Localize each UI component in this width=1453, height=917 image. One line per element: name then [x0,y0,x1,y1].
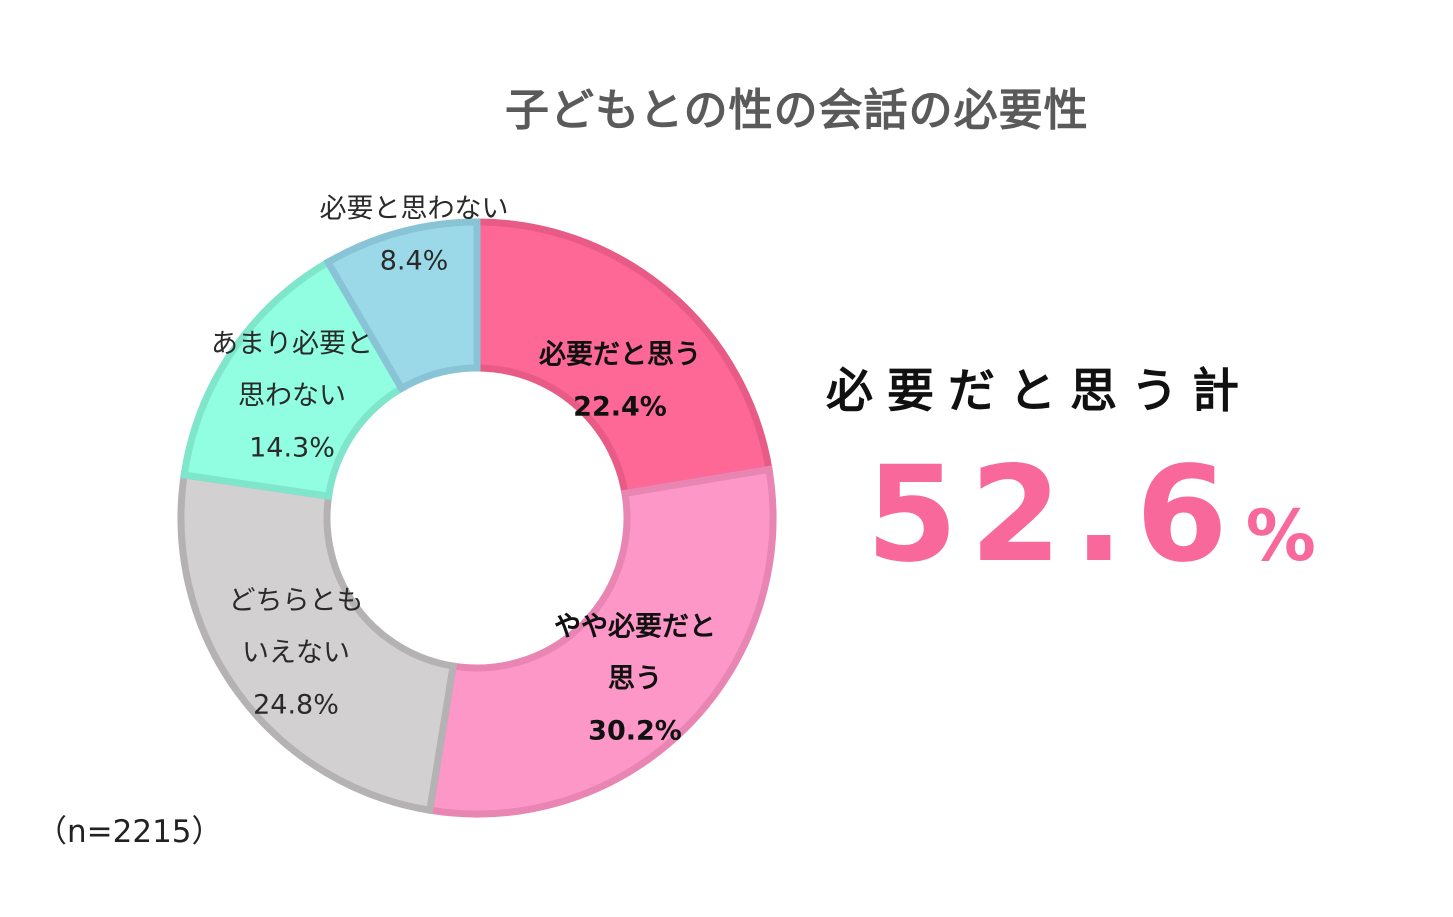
slice-hitsuyo-nai [323,218,481,394]
slice-yaya-hitsuyo-value-label: 30.2% [588,716,682,747]
donut-slices [177,218,777,818]
slice-amari [180,257,407,501]
slice-yaya-hitsuyo-category-label: やや必要だと [554,612,716,643]
summary-label: 必要だと思う計 [826,364,1253,419]
slice-hitsuyo [473,218,774,498]
slice-dochiratomo [177,470,458,815]
slice-hitsuyo-category-label: 必要だと思う [539,340,701,371]
slice-hitsuyo-nai-value-label: 8.4% [380,246,449,277]
slice-hitsuyo-nai-category-label: 必要と思わない [320,194,509,225]
summary-value: 52.6% [866,438,1328,592]
sample-size-note: （n=2215） [36,814,223,850]
slice-amari-value-label: 14.3% [249,433,335,464]
slice-amari-category-label: 思わない [238,381,346,412]
slice-hitsuyo-value-label: 22.4% [573,392,667,423]
slice-dochiratomo-value-label: 24.8% [253,690,339,721]
summary-number: 52.6 [866,438,1240,592]
slice-yaya-hitsuyo-category-label: 思う [608,664,662,695]
summary-unit: % [1245,495,1328,577]
slice-dochiratomo-category-label: どちらとも [229,586,364,617]
slice-amari-category-label: あまり必要と [211,329,373,360]
slice-yaya-hitsuyo [425,465,777,818]
chart-title: 子どもとの性の会話の必要性 [505,85,1089,136]
slice-dochiratomo-category-label: いえない [242,638,350,669]
